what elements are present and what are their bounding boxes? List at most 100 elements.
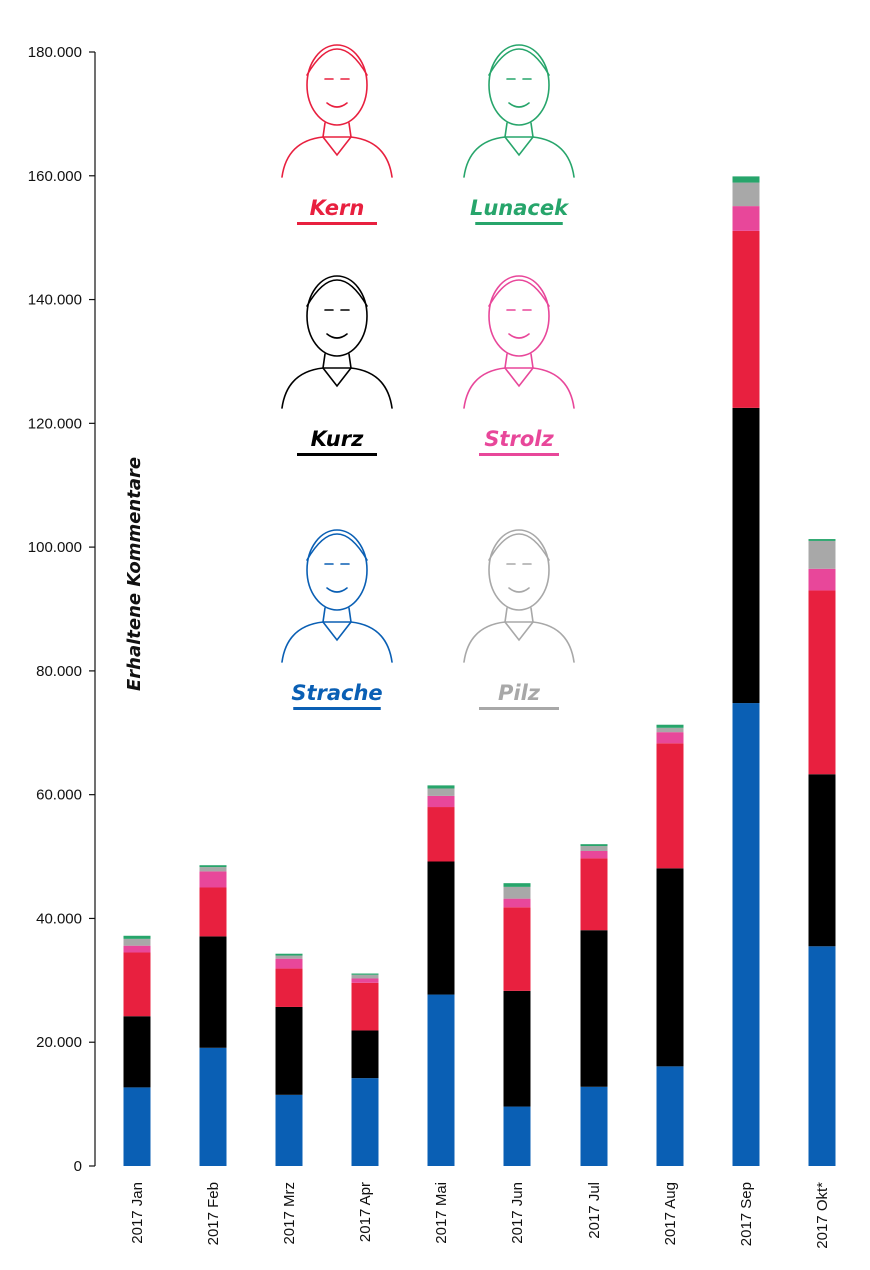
bar-segment-kurz xyxy=(275,1006,303,1095)
portrait-icon xyxy=(463,44,575,178)
bar-segment-pilz xyxy=(199,867,227,872)
x-category-label: 2017 Jan xyxy=(129,1182,146,1244)
bar-segment-lunacek xyxy=(351,973,379,975)
y-tick-label: 120.000 xyxy=(28,415,82,432)
x-category-label: 2017 Jun xyxy=(509,1182,526,1244)
bar-segment-kurz xyxy=(580,930,608,1087)
bar-segment-kern xyxy=(656,743,684,869)
legend-underline xyxy=(479,707,559,710)
x-category-label: 2017 Aug xyxy=(662,1182,679,1245)
bar-segment-lunacek xyxy=(123,935,151,939)
bar-segment-strache xyxy=(656,1066,684,1166)
bar-segment-strolz xyxy=(199,871,227,888)
legend-label: Kurz xyxy=(311,427,364,451)
bar-segment-kern xyxy=(580,858,608,931)
bar-segment-kurz xyxy=(199,936,227,1048)
bar-segment-kern xyxy=(199,887,227,937)
portrait-icon xyxy=(281,529,393,663)
y-tick-label: 20.000 xyxy=(36,1034,82,1051)
legend-item-kurz: Kurz xyxy=(281,275,393,456)
bar-segment-lunacek xyxy=(427,785,455,789)
bar-segment-strolz xyxy=(427,795,455,808)
x-category-label: 2017 Sep xyxy=(738,1182,755,1246)
x-category-label: 2017 Mai xyxy=(433,1182,450,1244)
legend-underline xyxy=(297,222,377,225)
legend-item-strolz: Strolz xyxy=(463,275,575,456)
bar-segment-strolz xyxy=(503,898,531,908)
bar-segment-strache xyxy=(580,1086,608,1166)
bar-segment-strache xyxy=(503,1106,531,1166)
y-tick-label: 80.000 xyxy=(36,663,82,680)
x-category-label: 2017 Feb xyxy=(205,1182,222,1245)
legend-item-kern: Kern xyxy=(281,44,393,225)
bar-segment-strache xyxy=(351,1078,379,1166)
bar-segment-pilz xyxy=(808,540,836,569)
bar-segment-strache xyxy=(199,1047,227,1166)
bar-segment-kern xyxy=(732,230,760,408)
x-category-label: 2017 Apr xyxy=(357,1182,374,1242)
portrait-icon xyxy=(463,529,575,663)
bar-segment-pilz xyxy=(427,788,455,796)
portrait-icon xyxy=(281,44,393,178)
bar-segment-strache xyxy=(732,703,760,1166)
y-tick-label: 0 xyxy=(74,1158,82,1175)
bar-segment-strolz xyxy=(580,850,608,859)
y-tick-label: 40.000 xyxy=(36,910,82,927)
bar-segment-strache xyxy=(275,1094,303,1166)
bar-segment-kern xyxy=(123,952,151,1017)
legend-underline xyxy=(479,453,559,456)
bar-segment-kurz xyxy=(808,774,836,947)
y-tick-label: 140.000 xyxy=(28,292,82,309)
bar-segment-strolz xyxy=(808,568,836,591)
legend-item-pilz: Pilz xyxy=(463,529,575,710)
y-tick-label: 180.000 xyxy=(28,44,82,61)
y-ticks: 0 20.000 40.000 60.000 80.000 100.000 120.000 1… xyxy=(28,44,95,1175)
bar-segment-lunacek xyxy=(199,865,227,868)
y-tick-label: 100.000 xyxy=(28,539,82,556)
bar-segment-lunacek xyxy=(580,844,608,847)
bar-segment-strolz xyxy=(275,958,303,969)
legend-label: Lunacek xyxy=(470,196,570,220)
bar-segment-pilz xyxy=(275,955,303,959)
bar-segment-kern xyxy=(427,807,455,862)
legend-underline xyxy=(475,222,563,225)
bar-segment-pilz xyxy=(580,846,608,851)
bar-segment-pilz xyxy=(351,974,379,979)
bar-segment-strache xyxy=(123,1087,151,1166)
bar-segment-lunacek xyxy=(503,883,531,887)
bar-segment-kern xyxy=(503,907,531,991)
legend: Strache Kurz Kern Strolz Pilz Lunacek xyxy=(281,44,575,710)
bar-segment-lunacek xyxy=(275,953,303,956)
bar-segment-lunacek xyxy=(656,724,684,728)
bar-segment-kurz xyxy=(427,861,455,995)
bar-segment-kurz xyxy=(732,407,760,704)
bar-segment-strolz xyxy=(732,206,760,231)
bar-segment-pilz xyxy=(503,886,531,899)
bar-segment-strolz xyxy=(123,945,151,953)
bars xyxy=(123,176,836,1166)
bar-segment-kern xyxy=(808,590,836,775)
y-tick-label: 160.000 xyxy=(28,168,82,185)
x-category-label: 2017 Okt* xyxy=(814,1182,831,1249)
legend-item-strache: Strache xyxy=(281,529,393,710)
bar-segment-pilz xyxy=(732,182,760,207)
bar-segment-pilz xyxy=(656,727,684,733)
bar-segment-strolz xyxy=(351,978,379,983)
bar-segment-lunacek xyxy=(808,539,836,541)
bar-segment-strolz xyxy=(656,732,684,744)
y-tick-label: 60.000 xyxy=(36,787,82,804)
bar-segment-kurz xyxy=(123,1016,151,1088)
legend-label: Kern xyxy=(310,196,365,220)
legend-label: Strolz xyxy=(484,427,554,451)
bar-segment-kern xyxy=(275,968,303,1007)
bar-segment-strache xyxy=(427,994,455,1166)
legend-underline xyxy=(297,453,377,456)
x-category-labels: 2017 Jan 2017 Feb 2017 Mrz 2017 Apr 2017 Mai… xyxy=(129,1182,831,1249)
portrait-icon xyxy=(463,275,575,409)
bar-segment-kurz xyxy=(656,868,684,1067)
x-category-label: 2017 Mrz xyxy=(281,1182,298,1245)
legend-item-lunacek: Lunacek xyxy=(463,44,575,225)
bar-segment-pilz xyxy=(123,938,151,946)
legend-underline xyxy=(293,707,381,710)
